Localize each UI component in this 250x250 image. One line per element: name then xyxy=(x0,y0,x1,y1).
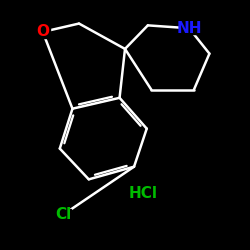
Bar xyxy=(36,26,50,38)
Text: O: O xyxy=(36,24,49,40)
Bar xyxy=(56,209,71,220)
Bar xyxy=(132,188,154,200)
Bar xyxy=(180,23,198,34)
Text: HCl: HCl xyxy=(128,186,158,201)
Text: Cl: Cl xyxy=(55,207,72,222)
Text: NH: NH xyxy=(176,21,202,36)
